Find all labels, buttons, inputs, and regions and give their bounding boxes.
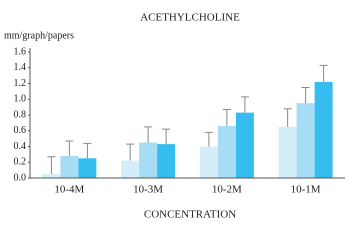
y-tick-label: 0.0 bbox=[14, 172, 27, 183]
bar bbox=[217, 126, 236, 178]
error-bar bbox=[301, 86, 310, 104]
bar bbox=[235, 112, 254, 178]
bar bbox=[296, 103, 315, 178]
x-tick-label: 10-3M bbox=[133, 184, 163, 196]
y-tick-label: 0.8 bbox=[14, 109, 27, 120]
y-axis-label: mm/graph/papers bbox=[4, 30, 74, 41]
error-bar bbox=[283, 108, 292, 127]
x-tick-label: 10-4M bbox=[54, 184, 84, 196]
error-bar bbox=[65, 140, 74, 156]
error-bar bbox=[319, 64, 328, 82]
error-bar bbox=[126, 143, 135, 161]
y-tick-label: 1.2 bbox=[14, 78, 27, 89]
bar bbox=[199, 146, 218, 178]
y-tick-label: 1.0 bbox=[14, 94, 27, 105]
chart-title: ACETHYLCHOLINE bbox=[140, 12, 240, 24]
error-bar bbox=[240, 96, 249, 113]
bar bbox=[121, 160, 140, 178]
bar bbox=[157, 144, 176, 178]
x-tick-label: 10-2M bbox=[212, 184, 242, 196]
bar bbox=[314, 81, 333, 178]
y-tick-label: 0.4 bbox=[14, 141, 27, 152]
y-tick-label: 1.6 bbox=[14, 46, 27, 57]
bar bbox=[278, 126, 297, 178]
x-axis-label: CONCENTRATION bbox=[144, 209, 236, 221]
error-bar bbox=[83, 142, 92, 159]
error-bar bbox=[222, 108, 231, 127]
bar bbox=[139, 142, 158, 178]
bar bbox=[78, 158, 97, 178]
error-bar bbox=[204, 131, 213, 147]
error-bar bbox=[47, 156, 56, 175]
y-tick-label: 1.4 bbox=[14, 62, 27, 73]
error-bar bbox=[144, 126, 153, 143]
x-tick-label: 10-1M bbox=[291, 184, 321, 196]
y-tick-label: 0.6 bbox=[14, 125, 27, 136]
y-tick-label: 0.2 bbox=[14, 157, 27, 168]
bar bbox=[60, 155, 79, 178]
bar bbox=[42, 174, 61, 178]
error-bar bbox=[162, 128, 171, 145]
chart: ACETHYLCHOLINE mm/graph/papers CONCENTRA… bbox=[4, 12, 345, 221]
